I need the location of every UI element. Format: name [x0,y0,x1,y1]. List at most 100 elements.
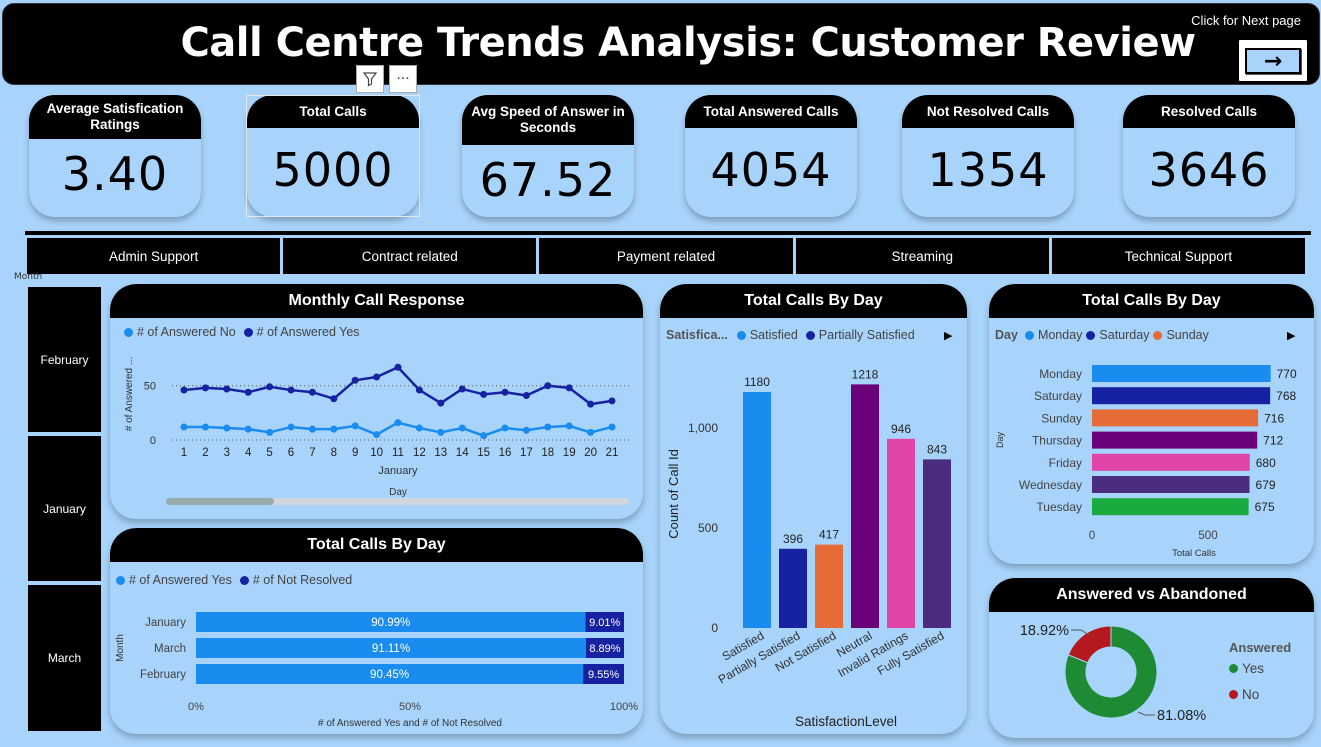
legend-next-icon[interactable]: ▶ [944,329,953,342]
next-page-text: Click for Next page [1191,13,1301,28]
data-point [565,422,573,430]
data-point [480,390,488,398]
kpi-total-calls: Total Calls 5000 [247,95,419,217]
chart-legend: # of Answered No # of Answered Yes [124,325,360,339]
topic-streaming[interactable]: Streaming [795,238,1049,274]
data-point [565,384,573,392]
donut-chart: 81.08% 18.92% [1020,623,1206,724]
month-item-march[interactable]: March [28,585,101,731]
leader-line [1071,629,1090,636]
y-axis-title: Count of Call Id [666,449,681,539]
x-tick-label: 3 [224,447,230,459]
data-label: 843 [927,442,947,456]
legend-dot [116,575,125,585]
bar [1092,409,1259,427]
data-label: 18.92% [1020,623,1069,639]
legend-dot [1086,330,1096,340]
legend-no: No [1229,687,1259,702]
kpi-value: 67.52 [479,153,617,207]
legend-dot [243,327,253,337]
data-point [544,423,552,431]
bar-segment [585,612,624,632]
selection-outline [246,95,420,217]
data-label: 9.55% [588,669,619,681]
bar [1092,476,1250,493]
x-tick-label: 0 [1089,530,1095,542]
legend-yes: Yes [1229,661,1264,676]
weekday-bar-chart: Day Total Calls Monday 770 Saturday 768 Sund… [995,365,1297,559]
data-label: 90.45% [370,669,409,681]
legend-item: Sunday [1166,328,1209,342]
x-tick-label: 20 [584,447,597,459]
kpi-not-resolved: Not Resolved Calls 1354 [902,95,1074,217]
legend-next-icon[interactable]: ▶ [1287,329,1296,342]
topic-admin-support[interactable]: Admin Support [27,238,281,274]
chart-title: Monthly Call Response [110,284,643,318]
kpi-avg-satisfaction: Average Satisfication Ratings 3.40 [29,95,201,217]
data-label: 9.01% [589,617,620,629]
x-tick-label: 21 [606,447,619,459]
chart-title: Answered vs Abandoned [989,578,1314,612]
data-point [244,425,252,433]
data-point [373,431,381,439]
data-label: 1218 [852,367,879,381]
bar-segment [583,664,624,684]
data-point [330,425,338,433]
filter-icon[interactable] [356,65,384,93]
data-label: 91.11% [372,643,410,655]
x-axis-title: SatisfactionLevel [795,714,897,729]
month-item-february[interactable]: February [28,287,101,432]
data-point [330,395,338,403]
topic-payment-related[interactable]: Payment related [539,238,793,274]
chart-title: Total Calls By Day [989,284,1314,318]
scrollbar-thumb[interactable] [166,498,274,505]
legend-dot [736,330,746,340]
legend-item: Partially Satisfied [818,328,915,342]
legend-title: Satisfica... [666,328,728,342]
bar-segment [196,612,586,632]
kpi-avg-speed: Avg Speed of Answer in Seconds 67.52 [462,95,634,217]
legend-dot [124,327,133,337]
more-options-icon[interactable]: ··· [389,65,417,93]
x-tick-label: 5 [266,447,272,459]
y-tick-label: Thursday [1032,434,1082,448]
data-point [223,385,231,393]
legend-item: No [1242,687,1260,702]
kpi-label: Not Resolved Calls [902,95,1074,128]
bar [887,438,915,628]
month-item-january[interactable]: January [28,436,101,581]
x-axis-title: # of Answered Yes and # of Not Resolved [318,718,502,729]
legend-dot [1153,330,1163,340]
donut-slice [1067,625,1112,664]
scrollbar-track[interactable] [166,498,629,505]
x-tick-label: 6 [288,447,294,459]
y-axis-title: Month [115,634,126,662]
x-tick-label: 11 [392,447,404,459]
data-label: 8.89% [589,643,620,655]
data-point [394,363,402,371]
chart-legend: Day Monday Saturday Sunday [995,328,1209,342]
bar-segment [196,664,584,684]
data-point [501,424,509,432]
y-tick-label: 500 [698,521,718,535]
bar-segment [196,638,586,658]
y-axis-title: # of Answered ... [124,357,135,432]
legend-item: Saturday [1099,328,1150,342]
topic-contract-related[interactable]: Contract related [283,238,537,274]
x-tick-label: 15 [477,447,490,459]
data-point [287,423,295,431]
stacked-bar-chart: Month # of Answered Yes and # of Not Res… [115,612,638,729]
topic-technical-support[interactable]: Technical Support [1051,238,1306,274]
answered-vs-abandoned-card: Answered vs Abandoned 81.08% 18.92% Answe… [989,578,1314,738]
bar [923,459,951,628]
data-point [501,388,509,396]
chart-title: Total Calls By Day [660,284,967,318]
next-page-button[interactable]: → [1237,38,1309,83]
kpi-label: Total Answered Calls [685,95,857,128]
divider [25,231,1311,235]
y-tick-label: March [154,643,186,655]
chart-title: Total Calls By Day [110,528,643,562]
bar [1092,387,1271,405]
bar [851,384,879,628]
